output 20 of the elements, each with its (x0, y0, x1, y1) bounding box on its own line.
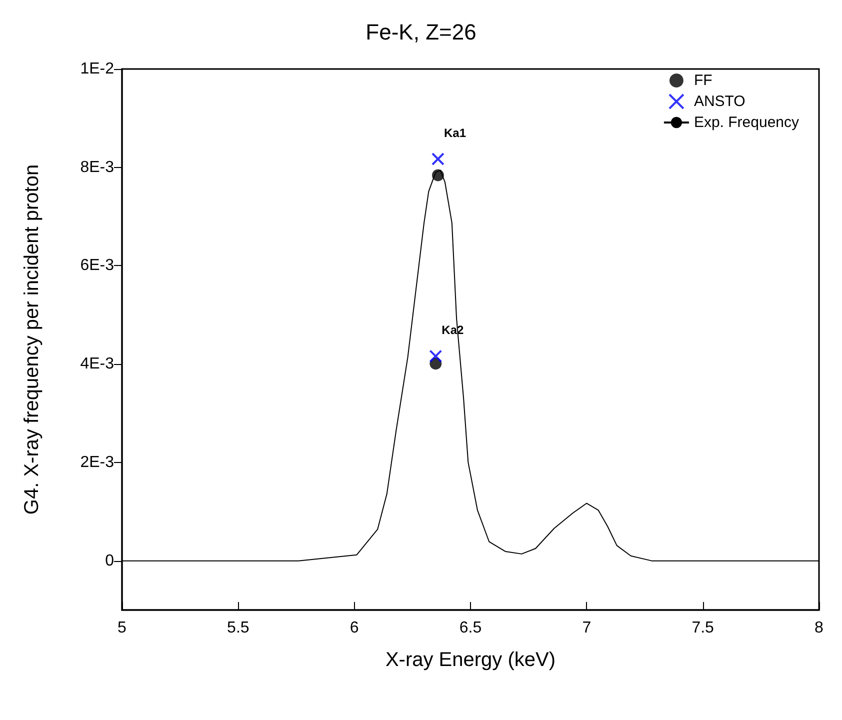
y-tick-label: 8E-3 (80, 158, 114, 176)
x-tick-label: 6.5 (459, 620, 482, 636)
x-tick-label: 8 (814, 620, 824, 636)
x-tick-label: 5.5 (227, 620, 250, 636)
y-tick-label: 6E-3 (80, 257, 114, 274)
y-tick-label: 4E-3 (80, 356, 114, 373)
legend-label: FF (694, 72, 712, 89)
y-tick-label: 2E-3 (80, 454, 114, 471)
annotation: Ka1 (444, 126, 466, 140)
x-tick-label: 7.5 (692, 620, 714, 636)
x-tick-label: 7 (582, 620, 592, 636)
y-axis-title: G4. X-ray frequency per incident proton (21, 164, 43, 515)
y-tick-label: 1E-2 (80, 60, 114, 78)
y-tick-label: 0 (105, 552, 114, 570)
x-tick-label: 6 (350, 620, 359, 636)
x-axis-title: X-ray Energy (keV) (385, 649, 556, 671)
x-tick-label: 5 (118, 620, 127, 636)
legend-label: Exp. Frequency (694, 114, 800, 131)
legend-label: ANSTO (694, 93, 746, 110)
chart-title: Fe-K, Z=26 (366, 20, 476, 44)
